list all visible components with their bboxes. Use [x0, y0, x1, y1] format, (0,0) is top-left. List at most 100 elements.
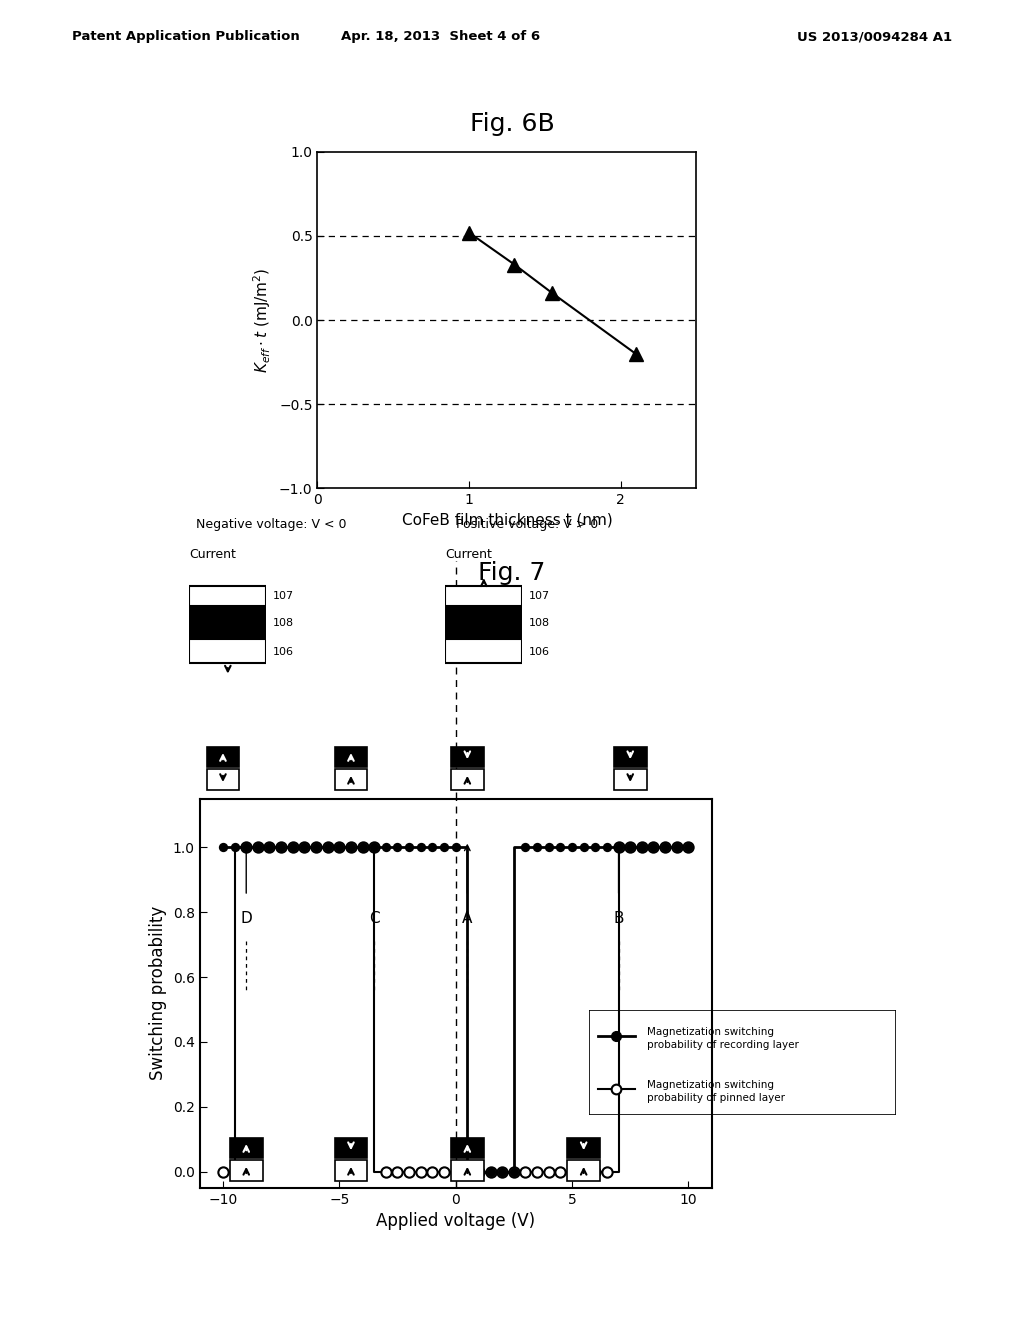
Point — [657, 837, 674, 858]
Point — [401, 1162, 418, 1183]
Point — [389, 837, 406, 858]
Bar — [613, 770, 646, 789]
Point — [541, 1162, 557, 1183]
Bar — [613, 747, 646, 767]
Point — [366, 837, 382, 858]
Point — [389, 1162, 406, 1183]
Point — [599, 837, 615, 858]
Point — [552, 837, 568, 858]
Y-axis label: $\mathit{K}_{eff} \cdot \mathit{t}\ \mathrm{(mJ/m^2)}$: $\mathit{K}_{eff} \cdot \mathit{t}\ \mat… — [252, 268, 273, 372]
Point — [634, 837, 650, 858]
Point — [645, 837, 662, 858]
Text: Negative voltage: V < 0: Negative voltage: V < 0 — [197, 517, 346, 531]
Point — [541, 837, 557, 858]
Point — [378, 1162, 394, 1183]
Text: Current: Current — [189, 548, 236, 561]
Text: 107: 107 — [528, 590, 550, 601]
Point — [296, 837, 312, 858]
Point — [529, 837, 546, 858]
Text: Current: Current — [445, 548, 492, 561]
Bar — [189, 639, 266, 663]
Point — [599, 1162, 615, 1183]
Point — [308, 837, 325, 858]
Text: C: C — [369, 911, 380, 927]
X-axis label: Applied voltage (V): Applied voltage (V) — [376, 1212, 536, 1230]
Point — [494, 1162, 510, 1183]
Text: Fig. 6B: Fig. 6B — [470, 112, 554, 136]
Bar — [451, 1138, 483, 1158]
Point — [645, 837, 662, 858]
Point — [401, 837, 418, 858]
Point — [669, 837, 685, 858]
Point — [424, 837, 440, 858]
Point — [273, 837, 290, 858]
Point — [215, 837, 231, 858]
Bar — [335, 1138, 368, 1158]
Point — [354, 837, 371, 858]
Text: US 2013/0094284 A1: US 2013/0094284 A1 — [798, 30, 952, 44]
Bar — [335, 747, 368, 767]
Text: 108: 108 — [272, 618, 294, 627]
Text: 106: 106 — [272, 647, 294, 657]
Point — [622, 837, 638, 858]
Point — [447, 837, 464, 858]
Point — [506, 1162, 522, 1183]
Point — [319, 837, 336, 858]
Point — [482, 1162, 499, 1183]
Point — [436, 1162, 453, 1183]
Point — [575, 837, 592, 858]
Point — [564, 837, 581, 858]
Point — [354, 837, 371, 858]
Point — [471, 1162, 487, 1183]
Point — [587, 1162, 603, 1183]
Point — [575, 1162, 592, 1183]
Point — [319, 837, 336, 858]
Point — [226, 837, 243, 858]
Text: Magnetization switching
probability of pinned layer: Magnetization switching probability of p… — [647, 1080, 785, 1102]
Point — [378, 837, 394, 858]
Point — [564, 1162, 581, 1183]
Point — [517, 837, 534, 858]
Bar — [207, 770, 240, 789]
Bar — [445, 639, 522, 663]
Bar — [567, 1160, 600, 1180]
Point — [669, 837, 685, 858]
Point — [494, 1162, 510, 1183]
Y-axis label: Switching probability: Switching probability — [150, 906, 167, 1081]
Point — [261, 837, 278, 858]
Point — [261, 837, 278, 858]
X-axis label: CoFeB film thickness t (nm): CoFeB film thickness t (nm) — [401, 512, 612, 528]
Point — [552, 1162, 568, 1183]
Point — [622, 837, 638, 858]
Point — [610, 837, 627, 858]
Point — [285, 837, 301, 858]
Point — [343, 837, 359, 858]
Point — [413, 837, 429, 858]
Point — [238, 837, 254, 858]
Point — [506, 1162, 522, 1183]
Text: Positive voltage: V > 0: Positive voltage: V > 0 — [457, 517, 598, 531]
Point — [331, 837, 347, 858]
Point — [657, 837, 674, 858]
Point — [471, 1162, 487, 1183]
Point — [517, 1162, 534, 1183]
Point — [413, 1162, 429, 1183]
Point — [634, 837, 650, 858]
Bar — [451, 770, 483, 789]
Bar — [229, 1160, 262, 1180]
Point — [308, 837, 325, 858]
Point — [226, 1162, 243, 1183]
Text: B: B — [613, 911, 624, 927]
Bar — [451, 747, 483, 767]
Point — [366, 837, 382, 858]
Point — [529, 1162, 546, 1183]
Text: D: D — [241, 911, 252, 927]
Text: Magnetization switching
probability of recording layer: Magnetization switching probability of r… — [647, 1027, 799, 1049]
Point — [482, 1162, 499, 1183]
Point — [447, 1162, 464, 1183]
Bar — [189, 586, 266, 606]
Text: 107: 107 — [272, 590, 294, 601]
Text: Apr. 18, 2013  Sheet 4 of 6: Apr. 18, 2013 Sheet 4 of 6 — [341, 30, 540, 44]
Point — [680, 837, 696, 858]
Bar — [567, 1138, 600, 1158]
